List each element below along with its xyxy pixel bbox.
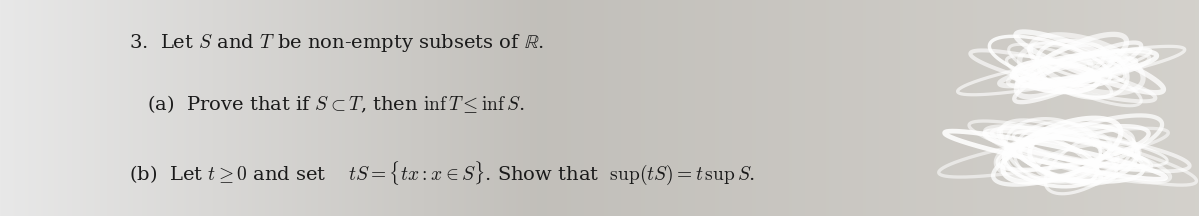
Text: (b)  Let $t \geq 0$ and set $\quad tS = \{tx : x \in S\}$. Show that  $\mathrm{s: (b) Let $t \geq 0$ and set $\quad tS = \… bbox=[129, 159, 755, 187]
Text: 3.  Let $S$ and $T$ be non-empty subsets of $\mathbb{R}$.: 3. Let $S$ and $T$ be non-empty subsets … bbox=[129, 32, 544, 54]
Text: (a)  Prove that if $S \subset T$, then $\mathrm{inf}\, T \leq \mathrm{inf}\, S$.: (a) Prove that if $S \subset T$, then $\… bbox=[147, 93, 525, 115]
